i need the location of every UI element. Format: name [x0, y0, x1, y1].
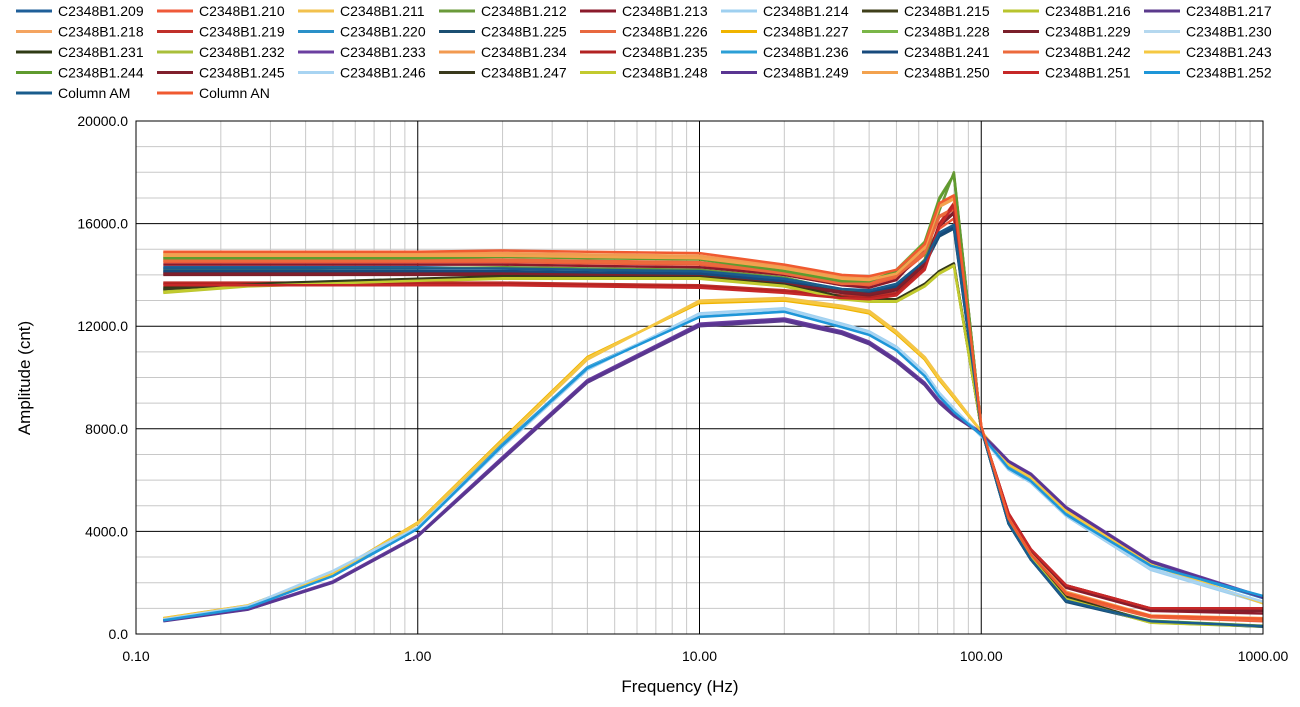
- legend-label: C2348B1.229: [1045, 24, 1131, 40]
- x-axis-ticks: 0.10 1.00 10.00 100.00 1000.00: [122, 648, 1288, 664]
- legend-label: C2348B1.247: [481, 65, 567, 81]
- plot-area-border: [135, 120, 1264, 635]
- legend-label: C2348B1.232: [199, 44, 285, 60]
- legend: C2348B1.209 C2348B1.210 C2348B1.211 C2348B1…: [16, 3, 1272, 101]
- series-line: [163, 318, 1264, 623]
- y-axis-ticks: 0.0 4000.0 8000.0 12000.0 16000.0 20000.0: [77, 113, 128, 642]
- legend-label: C2348B1.213: [622, 3, 708, 19]
- legend-label: C2348B1.219: [199, 24, 285, 40]
- legend-label: C2348B1.251: [1045, 65, 1131, 81]
- series-line: [163, 173, 1264, 615]
- legend-label: C2348B1.249: [763, 65, 849, 81]
- legend-label: C2348B1.209: [58, 3, 144, 19]
- series-line: [163, 310, 1264, 622]
- legend-label: C2348B1.215: [904, 3, 990, 19]
- series-line: [163, 298, 1264, 620]
- legend-label: C2348B1.235: [622, 44, 708, 60]
- series-line: [163, 296, 1264, 620]
- legend-label: C2348B1.248: [622, 65, 708, 81]
- legend-label: C2348B1.216: [1045, 3, 1131, 19]
- legend-label: C2348B1.220: [340, 24, 426, 40]
- y-tick-label: 0.0: [109, 626, 129, 642]
- legend-label: C2348B1.242: [1045, 44, 1131, 60]
- legend-label: C2348B1.250: [904, 65, 990, 81]
- legend-label: C2348B1.236: [763, 44, 849, 60]
- legend-label: C2348B1.244: [58, 65, 144, 81]
- series-line: [163, 173, 1264, 628]
- y-axis-label: Amplitude (cnt): [15, 321, 34, 435]
- legend-label: Column AM: [58, 85, 130, 101]
- series-line: [163, 308, 1264, 621]
- series-line: [163, 171, 1264, 628]
- legend-label: C2348B1.211: [340, 3, 425, 19]
- legend-label: C2348B1.228: [904, 24, 990, 40]
- x-tick-label: 10.00: [682, 648, 717, 664]
- legend-label: C2348B1.233: [340, 44, 426, 60]
- series-lines: [163, 171, 1264, 629]
- legend-label: C2348B1.231: [58, 44, 144, 60]
- legend-label: C2348B1.217: [1186, 3, 1272, 19]
- y-tick-label: 12000.0: [77, 318, 128, 334]
- legend-label: C2348B1.234: [481, 44, 567, 60]
- legend-label: C2348B1.252: [1186, 65, 1272, 81]
- legend-label: C2348B1.243: [1186, 44, 1272, 60]
- y-tick-label: 4000.0: [85, 523, 128, 539]
- legend-label: C2348B1.246: [340, 65, 426, 81]
- y-tick-label: 8000.0: [85, 421, 128, 437]
- x-tick-label: 1000.00: [1238, 648, 1289, 664]
- legend-label: C2348B1.225: [481, 24, 567, 40]
- legend-label: C2348B1.226: [622, 24, 708, 40]
- legend-label: C2348B1.214: [763, 3, 849, 19]
- legend-label: C2348B1.212: [481, 3, 567, 19]
- chart-grid: [135, 120, 1264, 635]
- x-axis-label: Frequency (Hz): [621, 677, 738, 696]
- series-line: [163, 173, 1264, 628]
- legend-label: C2348B1.218: [58, 24, 144, 40]
- y-tick-label: 16000.0: [77, 216, 128, 232]
- legend-label: C2348B1.241: [904, 44, 990, 60]
- legend-label: C2348B1.230: [1186, 24, 1272, 40]
- x-tick-label: 0.10: [122, 648, 149, 664]
- x-tick-label: 100.00: [960, 648, 1003, 664]
- series-line: [163, 299, 1264, 620]
- y-tick-label: 20000.0: [77, 113, 128, 129]
- series-line: [163, 194, 1264, 620]
- legend-label: C2348B1.227: [763, 24, 849, 40]
- series-line: [163, 223, 1264, 628]
- legend-label: Column AN: [199, 85, 270, 101]
- legend-label: C2348B1.210: [199, 3, 285, 19]
- legend-label: C2348B1.245: [199, 65, 285, 81]
- series-line: [163, 204, 1263, 610]
- x-tick-label: 1.00: [404, 648, 431, 664]
